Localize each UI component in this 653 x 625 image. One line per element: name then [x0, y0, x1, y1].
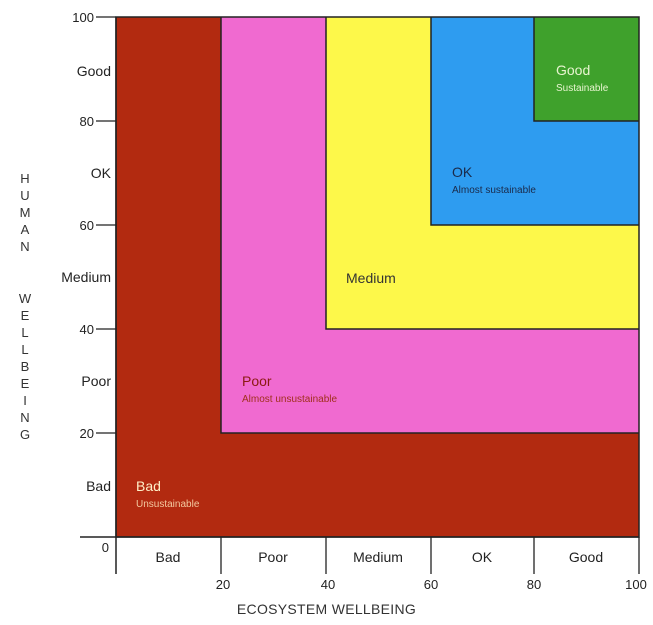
x-tick-80: 80 — [527, 577, 541, 592]
y-band-ok: OK — [91, 165, 112, 181]
y-tick-labels: 100 80 60 40 20 0 — [72, 10, 109, 555]
zone-ok-sublabel: Almost sustainable — [452, 185, 536, 196]
zone-good-label: Good — [556, 62, 590, 78]
zone-medium-label: Medium — [346, 270, 396, 286]
y-axis-title-letter: B — [20, 359, 30, 374]
y-axis-title-letter: G — [19, 427, 31, 442]
y-band-poor: Poor — [81, 373, 111, 389]
x-tick-100: 100 — [625, 577, 647, 592]
y-tick-20: 20 — [80, 426, 94, 441]
x-band-bad: Bad — [156, 549, 181, 565]
y-axis-title-letter: E — [20, 376, 30, 391]
x-band-labels: Bad Poor Medium OK Good — [156, 549, 604, 565]
zone-poor-sublabel: Almost unsustainable — [242, 394, 337, 405]
zone-good-area — [534, 17, 639, 121]
x-tick-60: 60 — [424, 577, 438, 592]
y-tick-40: 40 — [80, 322, 94, 337]
y-band-medium: Medium — [61, 269, 111, 285]
y-axis-title-letter: H — [20, 171, 30, 186]
y-axis-title-letter: U — [20, 188, 30, 203]
y-band-good: Good — [77, 63, 111, 79]
x-tick-20: 20 — [216, 577, 230, 592]
x-band-medium: Medium — [353, 549, 403, 565]
y-axis-title-letter: M — [19, 205, 31, 220]
y-band-labels: Bad Poor Medium OK Good — [61, 63, 111, 494]
zone-ok-label: OK — [452, 164, 473, 180]
zone-bad-label: Bad — [136, 478, 161, 494]
y-axis-title-letter: L — [21, 342, 29, 357]
x-axis-title: ECOSYSTEM WELLBEING — [236, 601, 417, 617]
x-band-good: Good — [569, 549, 603, 565]
x-axis-ticks — [220, 537, 640, 574]
origin-label: 0 — [102, 540, 109, 555]
y-axis-title-letter: E — [20, 308, 30, 323]
zone-good-sublabel: Sustainable — [556, 83, 609, 94]
x-tick-labels: 20 40 60 80 100 — [216, 577, 647, 592]
y-axis-title-letter: A — [20, 222, 30, 237]
x-tick-40: 40 — [321, 577, 335, 592]
y-axis-title-letter: L — [21, 325, 29, 340]
y-tick-60: 60 — [80, 218, 94, 233]
y-band-bad: Bad — [86, 478, 111, 494]
axes — [80, 17, 639, 574]
y-tick-80: 80 — [80, 114, 94, 129]
y-axis-title-letter: N — [20, 239, 30, 254]
y-axis-title-letter: W — [18, 291, 32, 306]
y-tick-100: 100 — [72, 10, 94, 25]
x-band-ok: OK — [472, 549, 493, 565]
zone-poor-label: Poor — [242, 373, 272, 389]
x-band-poor: Poor — [258, 549, 288, 565]
zone-bad-sublabel: Unsustainable — [136, 499, 200, 510]
y-axis-title-letter: N — [20, 410, 30, 425]
y-axis-title-letter: I — [23, 393, 27, 408]
y-axis-ticks — [96, 16, 116, 434]
